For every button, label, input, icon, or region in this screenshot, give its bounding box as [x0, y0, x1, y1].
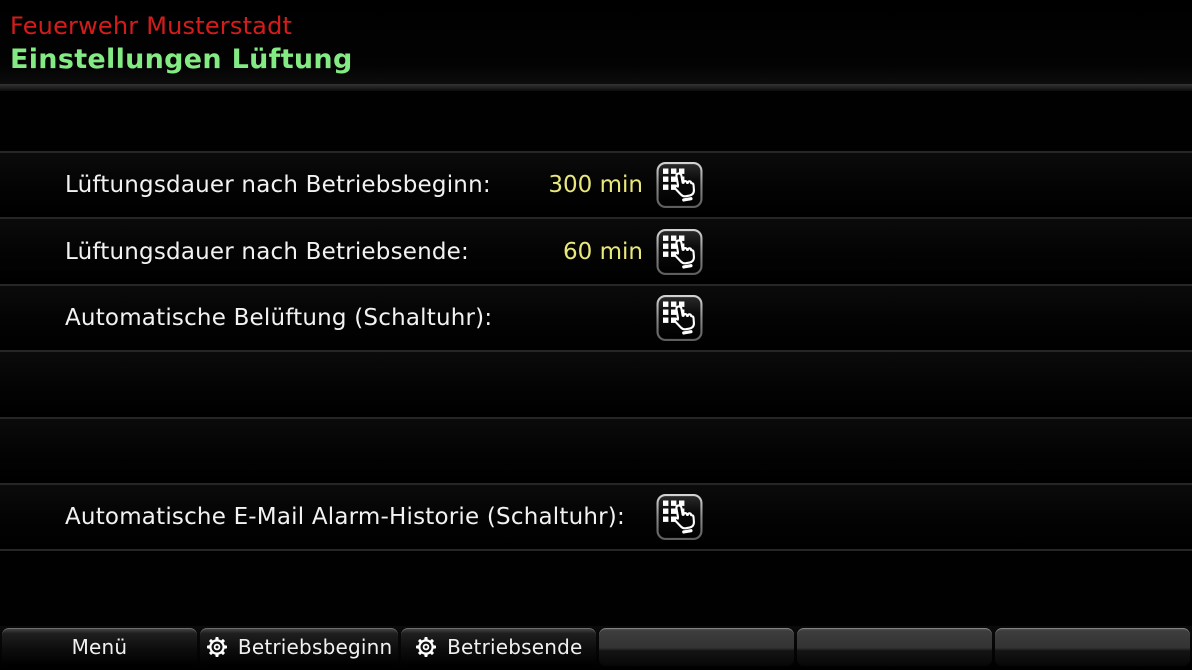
bar-button: [995, 628, 1191, 666]
bar-button[interactable]: Betriebsende: [401, 628, 597, 666]
bar-button-label: Menü: [71, 635, 128, 659]
keypad-touch-button[interactable]: [656, 494, 703, 541]
settings-row: [0, 416, 1192, 483]
settings-row: [0, 350, 1192, 417]
header-divider: [0, 84, 1192, 91]
header: Feuerwehr Musterstadt Einstellungen Lüft…: [0, 0, 1192, 84]
setting-label: Automatische Belüftung (Schaltuhr):: [65, 304, 493, 331]
bottom-bar: Menü: [0, 626, 1192, 670]
keypad-touch-button[interactable]: [656, 162, 703, 209]
settings-row: Automatische E-Mail Alarm-Historie (Scha…: [0, 482, 1192, 552]
bar-button: [797, 628, 993, 666]
setting-label: Automatische E-Mail Alarm-Historie (Scha…: [65, 504, 625, 531]
keypad-touch-icon: [656, 294, 703, 341]
keypad-touch-icon: [656, 228, 703, 275]
bar-button-label: Betriebsbeginn: [237, 635, 393, 659]
settings-list: Lüftungsdauer nach Betriebsbeginn: 300 m…: [0, 151, 1192, 552]
bar-button-label: Betriebsende: [447, 635, 583, 659]
keypad-touch-icon: [656, 494, 703, 541]
setting-label: Lüftungsdauer nach Betriebsbeginn:: [65, 172, 491, 199]
settings-row: Automatische Belüftung (Schaltuhr):: [0, 283, 1192, 351]
bar-button[interactable]: Betriebsbeginn: [199, 628, 399, 666]
gear-icon: [415, 636, 437, 658]
gear-icon: [206, 636, 228, 658]
app-title: Feuerwehr Musterstadt: [10, 12, 293, 40]
page-title: Einstellungen Lüftung: [10, 44, 353, 75]
bar-button[interactable]: Menü: [2, 628, 197, 666]
bar-button: [599, 628, 795, 666]
setting-value: 300 min: [548, 172, 643, 199]
settings-row: Lüftungsdauer nach Betriebsbeginn: 300 m…: [0, 151, 1192, 218]
setting-value: 60 min: [563, 238, 643, 265]
settings-row: Lüftungsdauer nach Betriebsende: 60 min: [0, 217, 1192, 284]
setting-label: Lüftungsdauer nach Betriebsende:: [65, 238, 469, 265]
keypad-touch-button[interactable]: [656, 294, 703, 341]
keypad-touch-icon: [656, 162, 703, 209]
keypad-touch-button[interactable]: [656, 228, 703, 275]
